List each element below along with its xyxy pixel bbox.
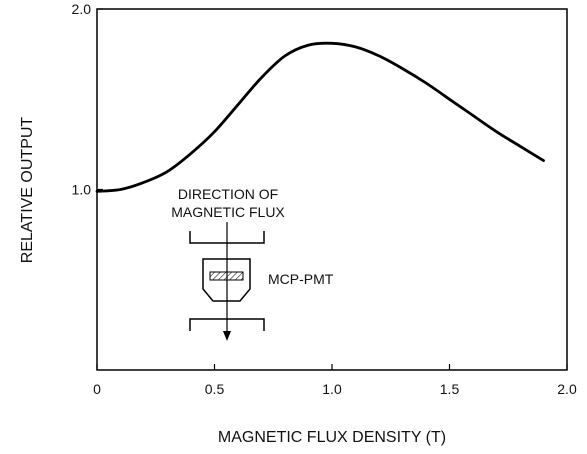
series-line (95, 41, 545, 193)
x-tick-label: 0.5 (205, 381, 225, 397)
x-tick-label: 0 (93, 381, 101, 397)
y-tick-label: 2.0 (72, 1, 92, 17)
flux-arrow-head (223, 331, 231, 341)
x-tick-label: 1.0 (322, 381, 342, 397)
plot-frame (96, 8, 568, 371)
x-tick-label: 1.5 (440, 381, 460, 397)
x-tick-label: 2.0 (557, 381, 577, 397)
axis-ticks: 0 0.5 1.0 1.5 2.0 1.0 2.0 (72, 1, 577, 397)
mcp-pmt-label: MCP-PMT (268, 271, 334, 287)
y-tick-label: 1.0 (72, 182, 92, 198)
direction-label-line1: DIRECTION OF (178, 186, 278, 202)
x-axis-title: MAGNETIC FLUX DENSITY (T) (218, 429, 446, 446)
direction-label-line2: MAGNETIC FLUX (171, 204, 285, 220)
flux-diagram: DIRECTION OF MAGNETIC FLUX MCP-PMT (171, 186, 334, 341)
y-axis-title: RELATIVE OUTPUT (19, 117, 36, 264)
